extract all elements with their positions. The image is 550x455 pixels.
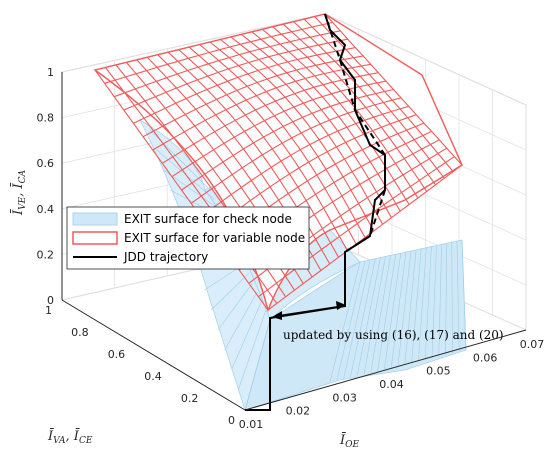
z-tick-label: 0.4 — [37, 203, 55, 216]
check-surface-mesh-line — [424, 246, 432, 360]
y-tick-label: 1 — [45, 304, 52, 317]
variable-surface-mesh-line — [181, 88, 394, 191]
x-tick-label: 0.06 — [473, 351, 498, 364]
legend: EXIT surface for check node EXIT surface… — [66, 206, 310, 270]
check-surface-mesh-line — [363, 256, 386, 375]
axis-lines — [61, 72, 527, 411]
check-surface-mesh-line — [336, 260, 366, 381]
x-tick-label: 0.03 — [332, 391, 357, 404]
check-surface-mesh-line — [329, 261, 361, 383]
check-surface-mesh-line — [411, 248, 422, 363]
jdd-trajectory — [245, 13, 386, 411]
variable-surface-mesh-line — [94, 13, 326, 71]
check-surface-mesh-line — [356, 257, 381, 376]
check-surface-mesh-line — [210, 273, 249, 311]
legend-swatch-check — [72, 212, 118, 226]
annotation-text: updated by using (16), (17) and (20) — [283, 328, 504, 342]
variable-surface-mesh-line — [171, 80, 387, 178]
check-surface-mesh-line — [404, 249, 417, 365]
z-tick-label: 0.6 — [37, 157, 55, 170]
z-tick-label: 1 — [47, 66, 54, 79]
z-axis-ticks: 0 0.2 0.4 0.6 0.8 1 — [37, 66, 55, 307]
check-surface-mesh-line — [418, 247, 427, 362]
legend-label-check: EXIT surface for check node — [124, 212, 292, 226]
y-axis-ticks: 0 0.2 0.4 0.6 0.8 1 — [45, 304, 235, 427]
x-tick-label: 0.05 — [426, 365, 451, 378]
x-axis-ticks: 0.01 0.02 0.03 0.04 0.05 0.06 0.07 — [239, 338, 545, 431]
variable-surface-mesh-line — [152, 63, 371, 151]
x-axis-label: ĪOE — [339, 432, 360, 450]
x-tick-label: 0.02 — [286, 405, 311, 418]
variable-surface-mesh-line — [162, 72, 379, 164]
check-surface-mesh-line — [461, 239, 467, 351]
variable-surface-mesh-line — [133, 47, 356, 124]
legend-label-variable: EXIT surface for variable node — [124, 231, 305, 245]
variable-surface-mesh-line — [114, 30, 341, 98]
y-tick-label: 0 — [228, 414, 235, 427]
check-surface-mesh-line — [384, 253, 402, 370]
z-tick-label: 0.2 — [37, 248, 55, 261]
y-axis-label: ĪVA, ĪCE — [47, 428, 93, 446]
check-surface-mesh-line — [456, 241, 460, 352]
check-surface-mesh-line — [237, 310, 266, 391]
x-tick-label: 0.07 — [520, 338, 545, 351]
variable-surface-mesh-line — [190, 97, 402, 204]
check-surface-mesh-line — [217, 282, 254, 331]
check-surface-mesh-line — [377, 254, 396, 371]
x-tick-label: 0.01 — [239, 418, 264, 431]
check-surface-mesh-line — [343, 259, 371, 379]
z-axis-label: ĪVE, ĪCA — [10, 169, 28, 216]
check-surface-mesh-line — [397, 250, 412, 367]
variable-surface-mesh-line — [123, 38, 348, 111]
variable-surface-mesh-line — [267, 164, 463, 311]
x-tick-label: 0.04 — [379, 378, 404, 391]
check-surface-mesh-line — [451, 242, 453, 354]
legend-swatch-variable — [72, 231, 118, 245]
y-tick-label: 0.8 — [71, 326, 89, 339]
variable-surface-mesh-line — [200, 105, 409, 218]
check-surface-mesh-line — [224, 291, 258, 351]
variable-surface-mesh-line — [209, 114, 417, 231]
check-surface-mesh-line — [244, 319, 271, 411]
check-surface-mesh-line — [445, 243, 447, 355]
check-surface-mesh-line — [390, 252, 407, 368]
variable-surface-mesh-line — [258, 156, 455, 298]
check-surface-mesh-line — [350, 258, 376, 378]
z-tick-label: 0 — [47, 294, 54, 307]
y-tick-label: 0.2 — [181, 392, 199, 405]
check-surface-mesh-line — [370, 255, 391, 373]
legend-label-trajectory: JDD trajectory — [123, 250, 208, 264]
y-tick-label: 0.4 — [144, 370, 162, 383]
variable-surface-mesh-line — [142, 55, 364, 138]
y-tick-label: 0.6 — [108, 348, 126, 361]
check-surface-mesh-line — [438, 244, 442, 357]
check-surface-mesh-line — [431, 245, 437, 359]
variable-surface-mesh-line — [104, 21, 333, 84]
check-surface-mesh-line — [231, 301, 262, 371]
z-tick-label: 0.8 — [37, 112, 55, 125]
annotation-arrow — [272, 301, 346, 320]
